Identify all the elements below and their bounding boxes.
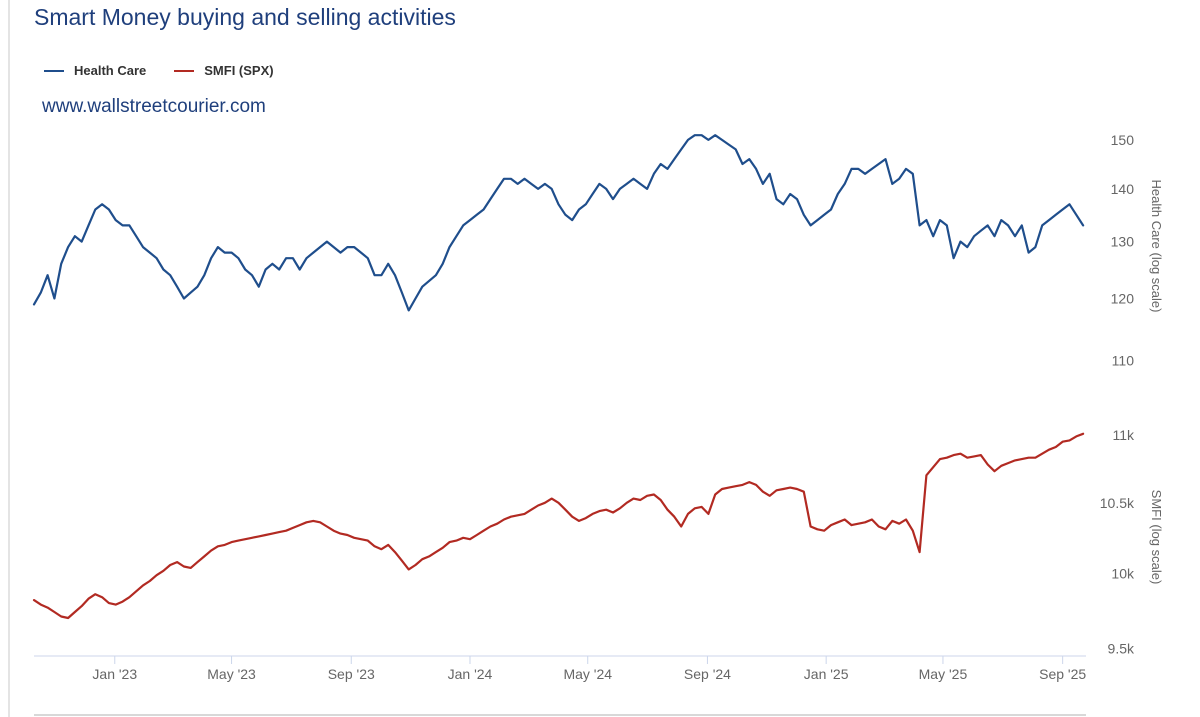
y-tick-label-hc: 130 <box>1111 234 1135 250</box>
x-tick-label: Sep '24 <box>684 666 731 682</box>
health-care-line[interactable] <box>32 134 1085 312</box>
y-tick-label-smfi: 11k <box>1112 427 1135 443</box>
legend: Health Care SMFI (SPX) <box>44 63 274 78</box>
y-tick-label-hc: 110 <box>1112 352 1135 368</box>
x-tick-label: Jan '23 <box>92 666 137 682</box>
x-tick-label: Jan '25 <box>804 666 849 682</box>
watermark: www.wallstreetcourier.com <box>42 96 266 117</box>
x-tick-label: Sep '23 <box>328 666 375 682</box>
y-tick-label-hc: 140 <box>1111 181 1135 197</box>
y-axis-title-hc: Health Care (log scale) <box>1149 180 1164 313</box>
y-tick-label-hc: 120 <box>1111 290 1135 306</box>
y-tick-label-smfi: 10k <box>1111 566 1135 582</box>
chart-frame-left <box>8 0 10 717</box>
y-tick-label-smfi: 9.5k <box>1108 640 1135 656</box>
legend-label-smfi: SMFI (SPX) <box>204 63 274 78</box>
y-tick-label-hc: 150 <box>1111 132 1135 148</box>
axis-layer: Jan '23 May '23 Sep '23 Jan '24 May '24 Sep '… <box>34 132 1164 682</box>
y-tick-label-smfi: 10.5k <box>1100 495 1135 511</box>
chart-frame-bottom <box>34 714 1086 716</box>
legend-line-health-care <box>44 69 64 72</box>
y-axis-title-smfi: SMFI (log scale) <box>1149 490 1164 585</box>
legend-label-health-care: Health Care <box>74 63 147 78</box>
smfi-line[interactable] <box>32 432 1085 620</box>
x-tick-label: May '24 <box>563 666 612 682</box>
legend-line-smfi <box>174 69 195 72</box>
x-tick-label: Sep '25 <box>1039 666 1086 682</box>
legend-item-health-care[interactable]: Health Care <box>44 63 146 78</box>
x-tick-label: May '23 <box>207 666 256 682</box>
legend-item-smfi[interactable]: SMFI (SPX) <box>174 63 274 78</box>
x-tick-label: Jan '24 <box>448 666 493 682</box>
chart-title: Smart Money buying and selling activitie… <box>34 4 456 30</box>
series-layer <box>32 134 1085 620</box>
x-tick-label: May '25 <box>919 666 968 682</box>
